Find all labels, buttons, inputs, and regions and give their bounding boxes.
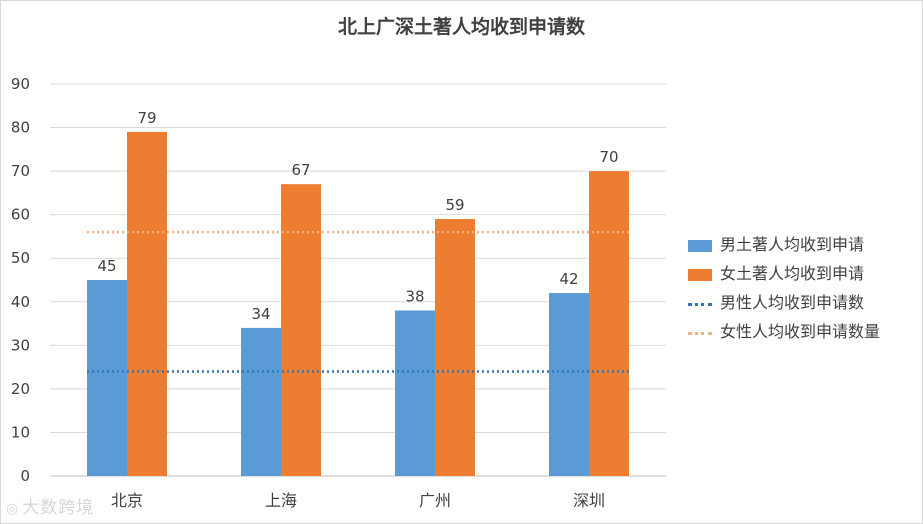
y-tick-label: 60	[11, 206, 30, 224]
watermark-text: 大数跨境	[22, 498, 95, 518]
x-tick-label: 深圳	[573, 491, 605, 510]
y-tick-label: 70	[11, 162, 30, 180]
legend-swatch-male-average	[688, 303, 712, 306]
y-tick-label: 10	[11, 423, 30, 441]
data-label: 79	[137, 109, 156, 127]
bar	[87, 280, 127, 476]
x-tick-label: 北京	[111, 491, 143, 510]
legend-swatch-female-locals	[688, 269, 712, 281]
bar	[281, 184, 321, 476]
legend-swatch-female-average	[688, 332, 712, 335]
data-label: 34	[251, 305, 270, 323]
y-tick-label: 40	[11, 293, 30, 311]
data-label: 70	[599, 148, 618, 166]
watermark: ◎ 大数跨境	[6, 493, 94, 518]
data-label: 59	[445, 196, 464, 214]
bar	[435, 219, 475, 476]
y-tick-label: 0	[20, 467, 30, 485]
legend-label-female-average: 女性人均收到申请数量	[720, 322, 881, 341]
y-tick-label: 80	[11, 119, 30, 137]
chart-title: 北上广深土著人均收到申请数	[337, 16, 585, 38]
bar	[241, 327, 281, 476]
data-label: 42	[559, 270, 578, 288]
data-label: 45	[97, 257, 116, 275]
legend-swatch-male-locals	[688, 240, 712, 252]
bar	[127, 131, 167, 476]
y-tick-label: 50	[11, 249, 30, 267]
legend-label-male-average: 男性人均收到申请数	[720, 293, 865, 312]
x-tick-label: 广州	[419, 491, 451, 510]
watermark-logo-icon: ◎	[6, 501, 20, 517]
bar	[395, 310, 435, 476]
y-tick-label: 30	[11, 336, 30, 354]
legend-label-female-locals: 女土著人均收到申请	[720, 264, 865, 283]
x-tick-label: 上海	[265, 491, 297, 510]
data-label: 67	[291, 161, 310, 179]
y-tick-label: 20	[11, 380, 30, 398]
bar	[549, 293, 589, 476]
data-label: 38	[405, 287, 424, 305]
y-tick-label: 90	[11, 75, 30, 93]
bar	[589, 171, 629, 476]
legend-label-male-locals: 男土著人均收到申请	[720, 235, 865, 254]
